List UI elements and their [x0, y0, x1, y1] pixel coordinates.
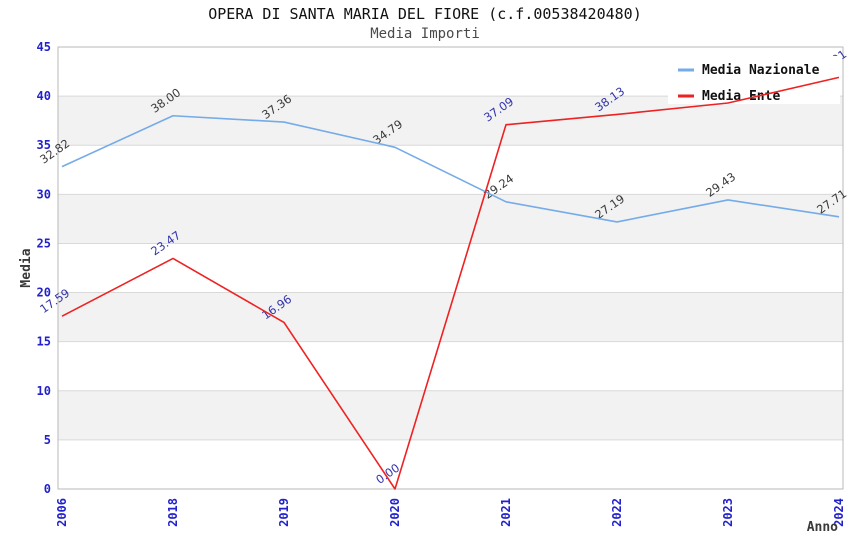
grid-band — [58, 390, 843, 440]
legend-label: Media Nazionale — [702, 63, 820, 78]
grid-band — [58, 292, 843, 342]
series-line-media-ente — [61, 76, 840, 490]
x-tick-label: 2018 — [166, 498, 180, 527]
x-tick-label: 2021 — [499, 498, 513, 527]
series-line-media-nazionale — [61, 114, 840, 223]
x-tick-label: 2006 — [55, 498, 69, 527]
y-tick-label: 40 — [37, 89, 51, 103]
y-tick-label: 25 — [37, 236, 51, 250]
y-tick-label: 0 — [44, 482, 51, 496]
x-tick-label: 2019 — [277, 498, 291, 527]
legend-box — [668, 56, 840, 104]
y-tick-label: 15 — [37, 335, 51, 349]
y-tick-label: 5 — [44, 433, 51, 447]
plot-border — [57, 46, 844, 490]
y-axis-title: Media — [19, 248, 34, 287]
y-tick-label: 45 — [37, 40, 51, 54]
chart-title: OPERA DI SANTA MARIA DEL FIORE (c.f.0053… — [208, 5, 642, 23]
y-tick-label: 30 — [37, 187, 51, 201]
data-point-label: 0.00 — [373, 461, 402, 487]
chart-subtitle: Media Importi — [370, 26, 480, 42]
x-axis-title: Anno — [807, 520, 838, 535]
y-tick-label: 10 — [37, 384, 51, 398]
y-tick-label: 20 — [37, 286, 51, 300]
legend-label: Media Ente — [702, 89, 780, 104]
x-tick-label: 2022 — [610, 498, 624, 527]
x-tick-label: 2024 — [832, 498, 846, 527]
x-tick-label: 2023 — [721, 498, 735, 527]
y-tick-label: 35 — [37, 138, 51, 152]
x-tick-label: 2020 — [388, 498, 402, 527]
